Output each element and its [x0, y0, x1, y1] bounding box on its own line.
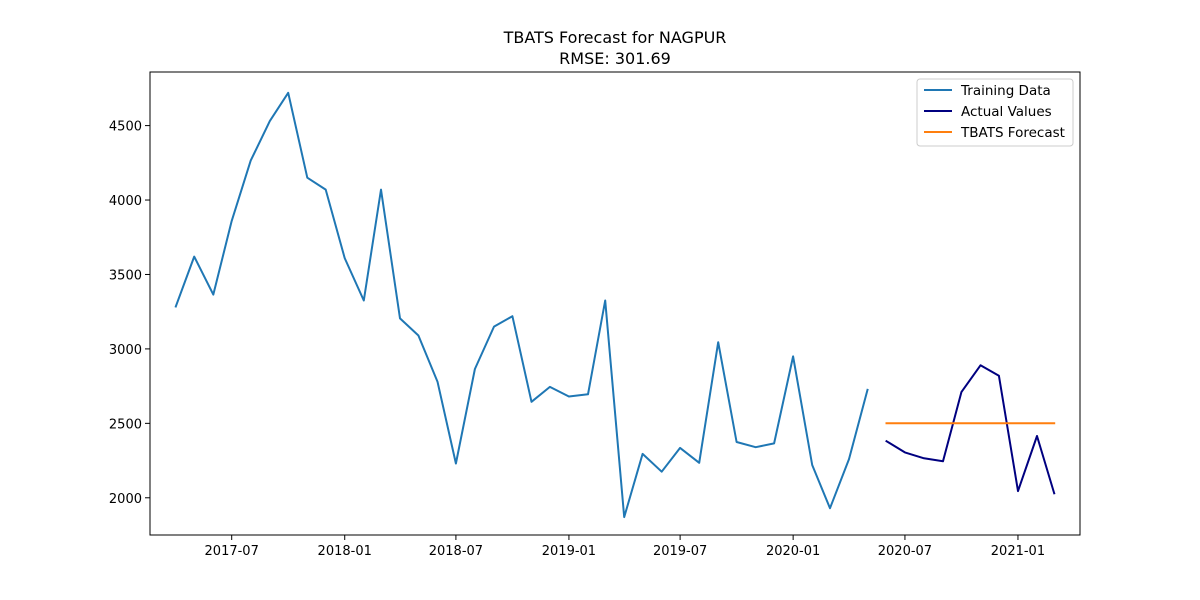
x-tick-label-6: 2020-07: [878, 544, 932, 559]
x-tick-label-7: 2021-01: [991, 544, 1045, 559]
x-tick-label-3: 2019-01: [542, 544, 596, 559]
y-tick-label-3: 3500: [109, 268, 142, 283]
y-axis: 2000 2500 3000 3500 4000 4500: [109, 120, 150, 507]
y-tick-label-2: 3000: [109, 343, 142, 358]
x-tick-label-4: 2019-07: [653, 544, 707, 559]
series-line-1: [885, 364, 1056, 495]
chart-title: TBATS Forecast for NAGPUR: [503, 28, 727, 47]
legend-box: [916, 78, 1074, 147]
y-tick-label-4: 4000: [109, 194, 142, 209]
plot-frame: [149, 71, 1081, 536]
legend: Training Data Actual Values TBATS Foreca…: [916, 78, 1074, 147]
series-layer: [174, 91, 1056, 519]
x-axis: 2017-07 2018-01 2018-07 2019-01 2019-07 2020-…: [205, 535, 1045, 559]
x-tick-label-2: 2018-07: [429, 544, 483, 559]
y-tick-label-0: 2000: [109, 492, 142, 507]
x-tick-label-1: 2018-01: [318, 544, 372, 559]
legend-label-actual: Actual Values: [961, 104, 1052, 120]
series-line-0: [174, 91, 869, 519]
legend-label-training: Training Data: [960, 83, 1051, 99]
y-tick-label-1: 2500: [109, 417, 142, 432]
y-tick-label-5: 4500: [109, 120, 142, 135]
legend-label-forecast: TBATS Forecast: [960, 125, 1065, 141]
chart-subtitle: RMSE: 301.69: [559, 49, 671, 68]
x-tick-label-0: 2017-07: [205, 544, 259, 559]
x-tick-label-5: 2020-01: [766, 544, 820, 559]
